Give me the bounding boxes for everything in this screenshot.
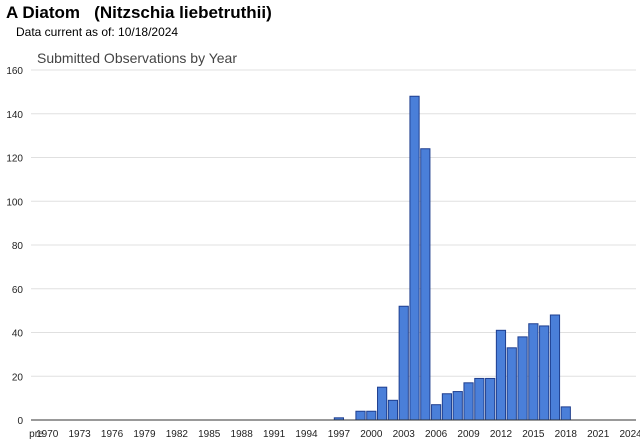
x-tick-label: 2018 (555, 429, 578, 440)
y-tick-label: 80 (12, 241, 24, 252)
bar-2005 (420, 148, 431, 421)
x-tick-label: 1997 (328, 429, 351, 440)
x-tick-label: 1991 (263, 429, 286, 440)
bar-2003 (398, 305, 409, 421)
x-tick-label: 2015 (522, 429, 545, 440)
y-tick-label: 60 (12, 285, 24, 296)
x-tick-label: pre (29, 429, 44, 440)
bar-2006 (431, 404, 442, 421)
y-tick-label: 120 (6, 154, 23, 165)
x-tick-label: 2006 (425, 429, 448, 440)
y-tick-label: 100 (6, 197, 23, 208)
x-tick-label: 1985 (198, 429, 221, 440)
x-tick-label: 1994 (295, 429, 318, 440)
x-tick-label: 1970 (36, 429, 59, 440)
y-tick-label: 40 (12, 329, 24, 340)
x-tick-label: 1979 (133, 429, 156, 440)
bar-2009 (463, 382, 474, 421)
y-tick-label: 20 (12, 372, 24, 383)
bar-2018 (560, 406, 571, 421)
y-tick-label: 0 (17, 416, 23, 427)
page-title: A Diatom (Nitzschia liebetruthii) (6, 3, 272, 22)
bar-2014 (517, 336, 528, 421)
bar-2000 (366, 410, 377, 421)
bar-2010 (474, 377, 485, 421)
x-tick-label: 1973 (68, 429, 91, 440)
x-tick-label: 1982 (166, 429, 189, 440)
x-tick-label: 1988 (231, 429, 254, 440)
bar-1999 (355, 410, 366, 421)
bar-2011 (485, 377, 496, 421)
bar-2013 (506, 347, 517, 421)
y-tick-label: 140 (6, 110, 23, 121)
bar-2002 (387, 399, 399, 421)
x-tick-label: 2012 (490, 429, 513, 440)
bar-2001 (377, 386, 388, 421)
data-current-label: Data current as of: 10/18/2024 (16, 25, 179, 39)
x-tick-label: 2003 (393, 429, 416, 440)
chart-title: Submitted Observations by Year (37, 50, 237, 66)
y-tick-label: 160 (6, 66, 23, 77)
x-tick-label: 2000 (360, 429, 383, 440)
bar-2004 (409, 95, 420, 421)
bar-2016 (539, 325, 550, 421)
x-tick-label: 2009 (457, 429, 480, 440)
bar-2007 (441, 393, 453, 421)
bar-2008 (452, 391, 463, 421)
x-tick-label: 2021 (587, 429, 610, 440)
bar-2017 (549, 314, 561, 421)
bar-2012 (495, 329, 507, 421)
x-tick-label: 1976 (101, 429, 124, 440)
x-tick-label: 2024 (619, 429, 640, 440)
bar-2015 (528, 323, 539, 421)
